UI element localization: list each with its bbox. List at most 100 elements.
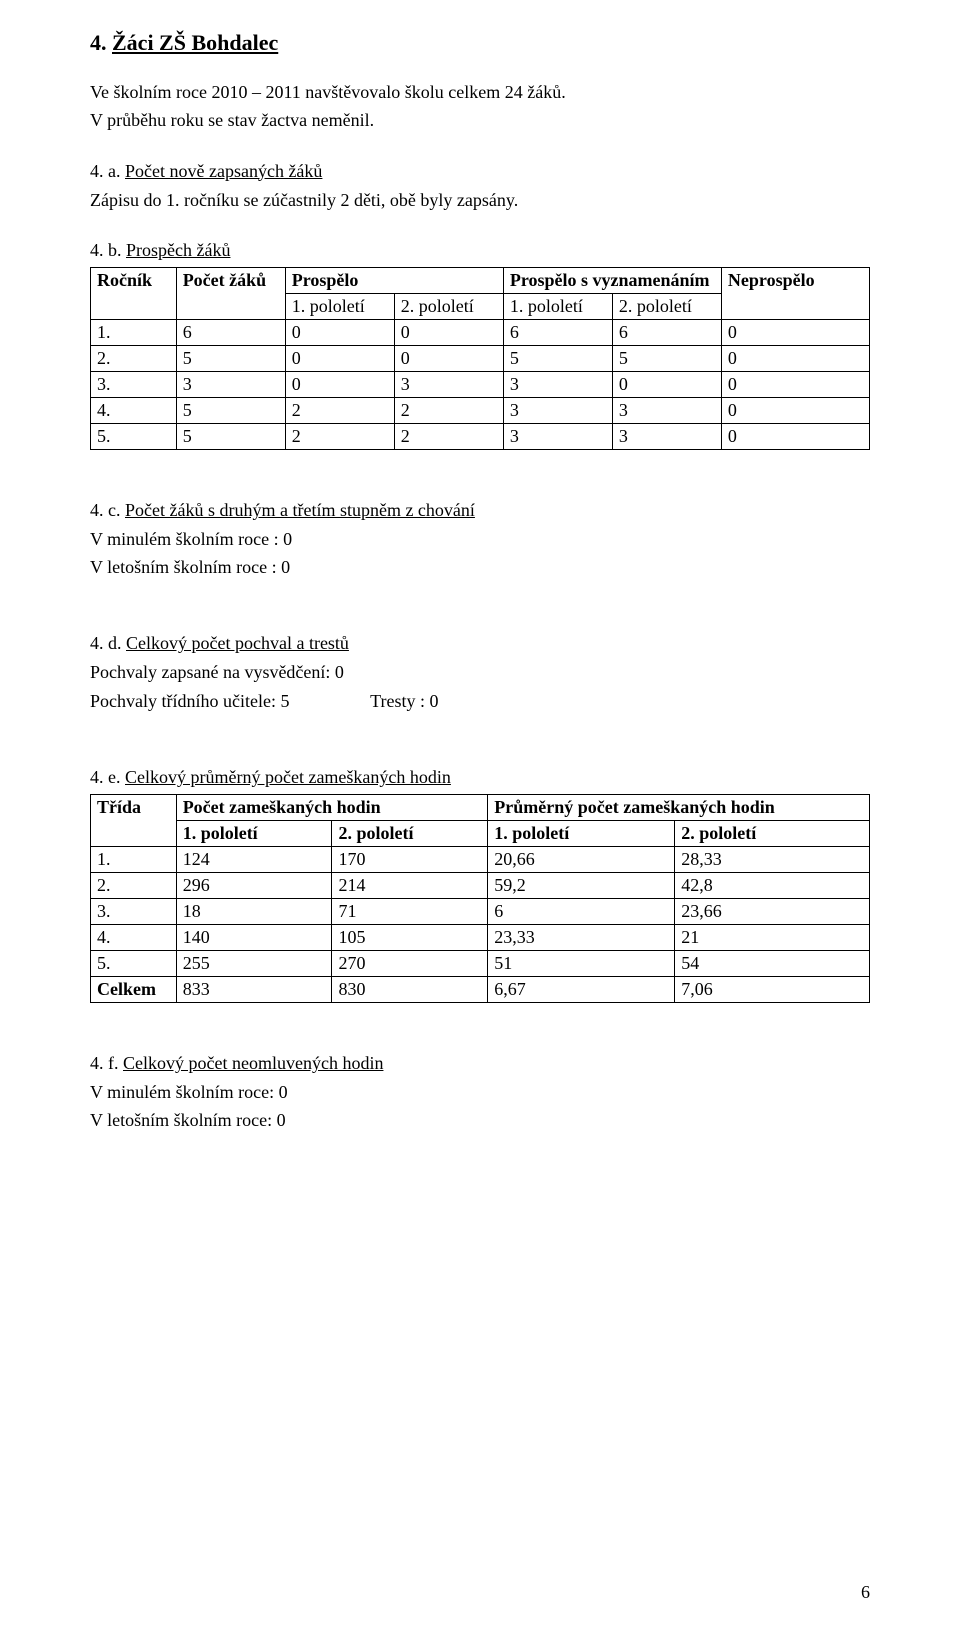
cell: 0 (285, 371, 394, 397)
cell: 7,06 (675, 977, 870, 1003)
s4a-line: Zápisu do 1. ročníku se zúčastnily 2 dět… (90, 188, 870, 212)
th-prospelo: Prospělo (285, 267, 503, 293)
table-row: 3. 3 0 3 3 0 0 (91, 371, 870, 397)
th-2pol: 2. pololetí (394, 293, 503, 319)
cell: 5. (91, 951, 177, 977)
cell: 2. (91, 345, 177, 371)
th-2pol: 2. pololetí (675, 821, 870, 847)
table-row: Třída Počet zameškaných hodin Průměrný p… (91, 795, 870, 821)
cell: 2 (394, 423, 503, 449)
th-2pol: 2. pololetí (612, 293, 721, 319)
cell: 51 (488, 951, 675, 977)
cell: 23,33 (488, 925, 675, 951)
cell: 3. (91, 371, 177, 397)
cell: 4. (91, 925, 177, 951)
cell: 255 (176, 951, 332, 977)
cell: 3 (503, 423, 612, 449)
cell: 3 (176, 371, 285, 397)
table-row: 1. 124 170 20,66 28,33 (91, 847, 870, 873)
cell: 0 (394, 345, 503, 371)
cell: 833 (176, 977, 332, 1003)
cell: 0 (721, 319, 869, 345)
table-row: Ročník Počet žáků Prospělo Prospělo s vy… (91, 267, 870, 293)
cell: 140 (176, 925, 332, 951)
s4d-line-1: Pochvaly zapsané na vysvědčení: 0 (90, 660, 870, 684)
th-neprospelo: Neprospělo (721, 267, 869, 319)
cell: 5. (91, 423, 177, 449)
table-row: 4. 140 105 23,33 21 (91, 925, 870, 951)
sub-num: 4. d. (90, 633, 122, 653)
table-row: 2. 5 0 0 5 5 0 (91, 345, 870, 371)
s4f-line-1: V minulém školním roce: 0 (90, 1080, 870, 1104)
cell: 3 (503, 371, 612, 397)
section-text: Žáci ZŠ Bohdalec (112, 30, 278, 55)
cell: 0 (721, 397, 869, 423)
subsection-4c-head: 4. c. Počet žáků s druhým a třetím stupn… (90, 500, 870, 521)
subsection-4d-head: 4. d. Celkový počet pochval a trestů (90, 633, 870, 654)
cell: 3 (503, 397, 612, 423)
cell: 18 (176, 899, 332, 925)
cell: 0 (285, 345, 394, 371)
page: 4. Žáci ZŠ Bohdalec Ve školním roce 2010… (0, 0, 960, 1633)
cell: 3 (612, 397, 721, 423)
sub-num: 4. c. (90, 500, 121, 520)
table-row: 1. pololetí 2. pololetí 1. pololetí 2. p… (91, 821, 870, 847)
table-row: 2. 296 214 59,2 42,8 (91, 873, 870, 899)
th-1pol: 1. pololetí (176, 821, 332, 847)
table-row: 1. 6 0 0 6 6 0 (91, 319, 870, 345)
sub-title: Prospěch žáků (126, 240, 230, 260)
cell: 0 (612, 371, 721, 397)
th-prumer-zh: Průměrný počet zameškaných hodin (488, 795, 870, 821)
intro-line-1: Ve školním roce 2010 – 2011 navštěvovalo… (90, 80, 870, 104)
sub-title: Celkový počet neomluvených hodin (123, 1053, 383, 1073)
section-4-title: 4. Žáci ZŠ Bohdalec (90, 30, 870, 56)
intro-line-2: V průběhu roku se stav žactva neměnil. (90, 108, 870, 132)
cell: 28,33 (675, 847, 870, 873)
cell: 4. (91, 397, 177, 423)
sub-num: 4. f. (90, 1053, 119, 1073)
subsection-4e-head: 4. e. Celkový průměrný počet zameškaných… (90, 767, 870, 788)
subsection-4f-head: 4. f. Celkový počet neomluvených hodin (90, 1053, 870, 1074)
cell: 1. (91, 319, 177, 345)
cell: 23,66 (675, 899, 870, 925)
cell: 5 (176, 397, 285, 423)
subsection-4a-head: 4. a. Počet nově zapsaných žáků (90, 161, 870, 182)
cell: 2 (394, 397, 503, 423)
cell: 20,66 (488, 847, 675, 873)
section-num: 4. (90, 30, 107, 55)
cell: 3. (91, 899, 177, 925)
table-row: 5. 255 270 51 54 (91, 951, 870, 977)
s4d-line-2: Pochvaly třídního učitele: 5 Tresty : 0 (90, 689, 870, 713)
cell: 2. (91, 873, 177, 899)
th-1pol: 1. pololetí (488, 821, 675, 847)
th-trida: Třída (91, 795, 177, 847)
cell: 5 (612, 345, 721, 371)
cell: 170 (332, 847, 488, 873)
th-1pol: 1. pololetí (503, 293, 612, 319)
cell: 296 (176, 873, 332, 899)
table-row: 4. 5 2 2 3 3 0 (91, 397, 870, 423)
sub-title: Celkový průměrný počet zameškaných hodin (125, 767, 451, 787)
sub-num: 4. b. (90, 240, 122, 260)
table-zameskane: Třída Počet zameškaných hodin Průměrný p… (90, 794, 870, 1003)
page-number: 6 (861, 1582, 870, 1603)
cell: 54 (675, 951, 870, 977)
cell: 42,8 (675, 873, 870, 899)
subsection-4b-head: 4. b. Prospěch žáků (90, 240, 870, 261)
th-2pol: 2. pololetí (332, 821, 488, 847)
cell: 0 (721, 345, 869, 371)
th-pocet-zh: Počet zameškaných hodin (176, 795, 488, 821)
cell: 59,2 (488, 873, 675, 899)
th-1pol: 1. pololetí (285, 293, 394, 319)
table-row: Celkem 833 830 6,67 7,06 (91, 977, 870, 1003)
cell: 3 (394, 371, 503, 397)
cell: 2 (285, 423, 394, 449)
sub-title: Počet nově zapsaných žáků (125, 161, 322, 181)
sub-title: Celkový počet pochval a trestů (126, 633, 349, 653)
cell: 6 (176, 319, 285, 345)
cell: 270 (332, 951, 488, 977)
table-row: 3. 18 71 6 23,66 (91, 899, 870, 925)
cell: 214 (332, 873, 488, 899)
cell: 124 (176, 847, 332, 873)
cell: 0 (394, 319, 503, 345)
